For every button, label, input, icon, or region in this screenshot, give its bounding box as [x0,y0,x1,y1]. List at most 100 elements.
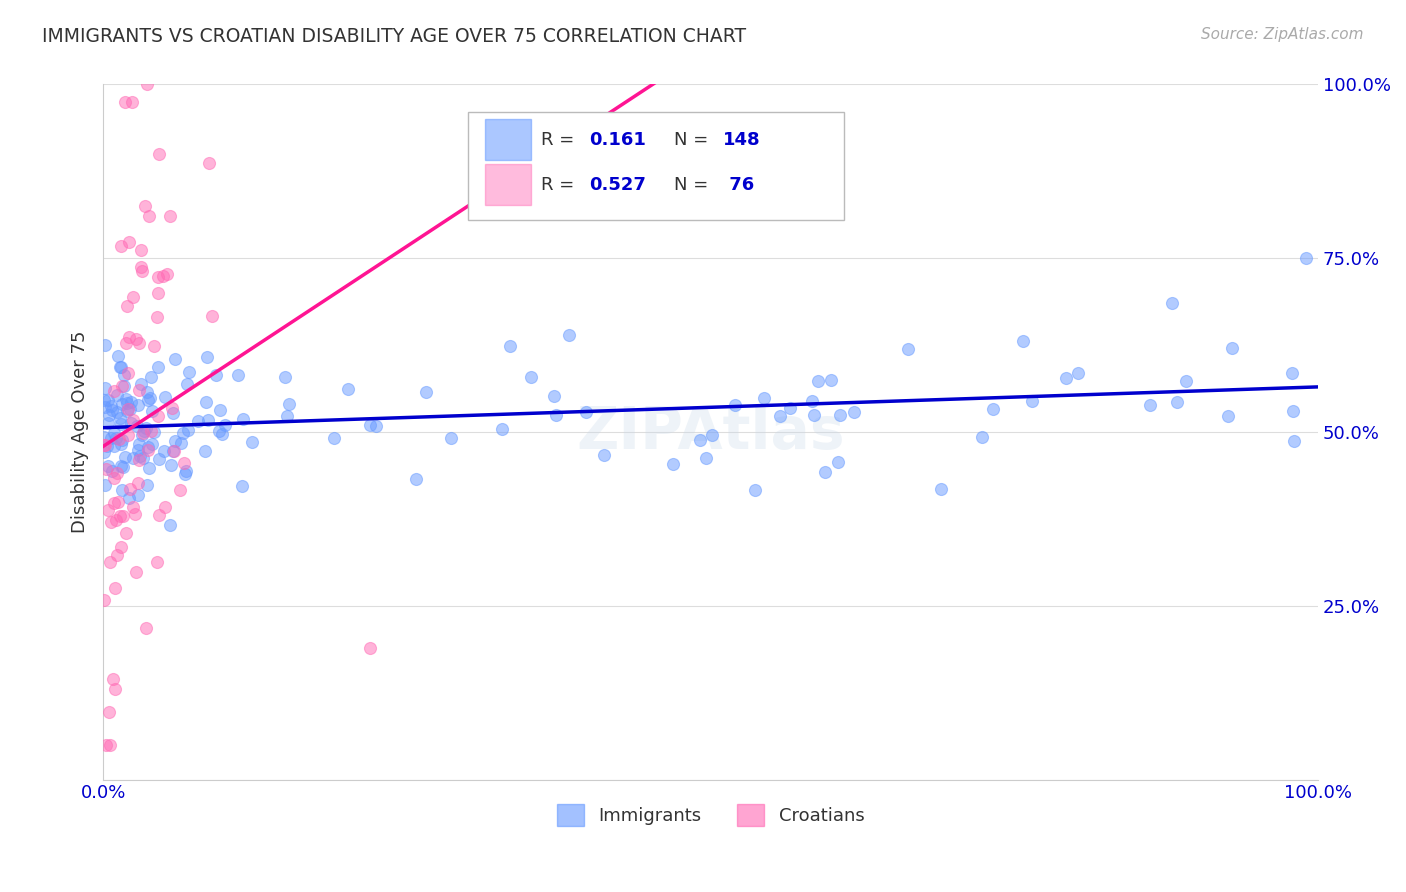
Point [111,459,134,474]
Point [148,451,170,466]
Point [1218,409,1240,423]
Point [897,343,920,357]
Point [118,482,141,496]
Point [557,327,579,342]
Point [112,508,135,523]
Point [695,451,717,466]
Point [366,419,388,434]
Point [143,425,166,439]
Point [162,443,184,458]
Point [277,396,299,410]
Point [194,444,217,458]
Point [127,476,149,491]
Point [110,396,132,410]
Point [162,406,184,420]
Point [127,398,149,412]
Point [197,413,219,427]
Text: ZIPAtlas: ZIPAtlas [576,403,845,460]
Point [114,95,136,109]
Point [117,396,139,410]
Point [141,404,163,418]
Point [124,508,146,522]
Point [176,376,198,391]
Point [187,414,209,428]
Point [128,453,150,467]
Point [141,436,163,450]
Point [162,401,184,416]
Point [159,209,181,223]
Point [118,235,141,249]
Point [93,445,115,459]
Point [131,427,153,442]
Point [121,95,143,109]
Point [148,508,170,522]
Point [138,460,160,475]
Point [104,431,127,445]
Point [173,467,195,482]
Text: 76: 76 [723,177,754,194]
Point [160,458,183,473]
Point [827,455,849,469]
Point [134,199,156,213]
Text: 0.161: 0.161 [589,131,645,149]
Point [440,431,463,445]
Point [139,391,162,405]
Point [122,500,145,514]
Point [274,370,297,384]
Point [94,477,117,491]
Point [103,681,125,696]
Point [201,310,224,324]
Point [139,369,162,384]
Point [156,268,179,282]
Point [1021,394,1043,409]
Point [1056,371,1078,385]
Point [661,457,683,471]
Point [830,408,852,422]
Point [108,359,131,374]
Point [118,330,141,344]
Point [174,464,197,478]
Point [336,382,359,396]
Point [117,366,139,380]
Point [169,483,191,497]
Point [803,408,825,422]
Point [101,464,124,478]
Text: R =: R = [540,131,579,149]
Point [232,412,254,426]
Point [107,432,129,446]
Point [100,515,122,529]
Point [138,392,160,407]
Point [132,425,155,440]
Point [769,409,792,423]
Point [125,419,148,434]
Point [101,403,124,417]
Point [152,269,174,284]
Point [208,424,231,438]
Point [104,513,127,527]
Point [93,393,115,408]
Point [138,209,160,223]
Point [173,456,195,470]
Point [163,443,186,458]
Point [499,339,522,353]
Point [97,459,120,474]
Point [98,738,121,752]
Point [141,424,163,438]
Point [136,385,159,400]
Point [93,430,115,444]
Text: IMMIGRANTS VS CROATIAN DISABILITY AGE OVER 75 CORRELATION CHART: IMMIGRANTS VS CROATIAN DISABILITY AGE OV… [42,27,747,45]
Point [135,421,157,435]
Point [105,549,128,563]
Point [110,541,132,555]
Point [814,465,837,479]
Point [172,425,194,440]
Point [94,400,117,414]
Point [415,384,437,399]
Point [145,555,167,569]
Text: N =: N = [675,131,714,149]
Point [177,365,200,379]
Point [97,392,120,407]
Point [1139,398,1161,412]
Point [100,399,122,413]
Point [136,442,159,457]
